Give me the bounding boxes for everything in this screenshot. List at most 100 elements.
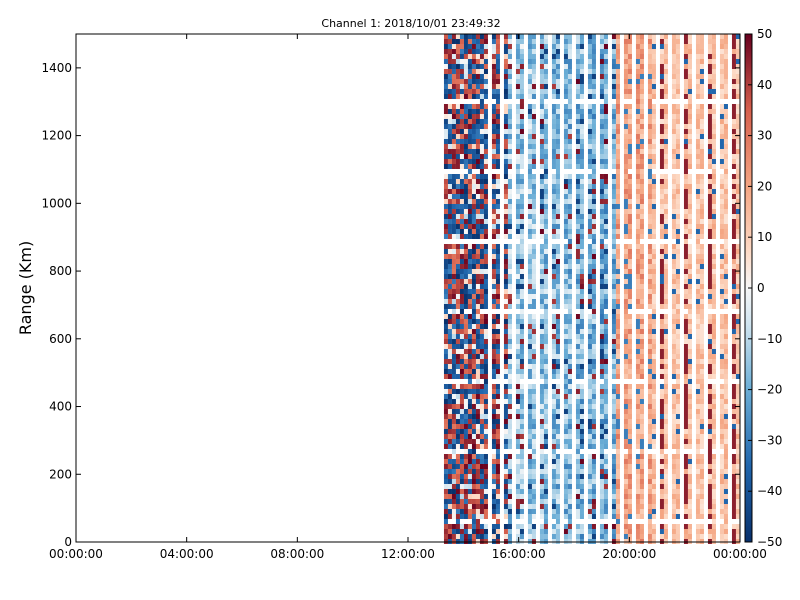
heatmap-cell bbox=[531, 84, 536, 89]
heatmap-cell bbox=[687, 229, 692, 234]
heatmap-cell bbox=[447, 104, 452, 109]
heatmap-cell bbox=[455, 179, 460, 184]
heatmap-cell bbox=[623, 259, 628, 264]
heatmap-cell bbox=[731, 79, 736, 84]
heatmap-cell bbox=[711, 234, 716, 239]
heatmap-cell bbox=[687, 469, 692, 474]
heatmap-cell bbox=[591, 104, 596, 109]
heatmap-cell bbox=[495, 79, 500, 84]
heatmap-cell bbox=[659, 109, 664, 114]
heatmap-cell bbox=[519, 179, 524, 184]
heatmap-cell bbox=[731, 94, 736, 99]
heatmap-cell bbox=[675, 59, 680, 64]
heatmap-cell bbox=[443, 199, 448, 204]
heatmap-cell bbox=[675, 164, 680, 169]
heatmap-cell bbox=[479, 529, 484, 534]
heatmap-cell bbox=[687, 199, 692, 204]
heatmap-cell bbox=[463, 119, 468, 124]
heatmap-cell bbox=[447, 314, 452, 319]
heatmap-cell bbox=[471, 84, 476, 89]
heatmap-cell bbox=[543, 479, 548, 484]
heatmap-cell bbox=[695, 259, 700, 264]
heatmap-cell bbox=[623, 344, 628, 349]
heatmap-cell bbox=[659, 329, 664, 334]
heatmap-cell bbox=[707, 464, 712, 469]
heatmap-cell bbox=[723, 369, 728, 374]
heatmap-cell bbox=[599, 394, 604, 399]
heatmap-cell bbox=[611, 339, 616, 344]
heatmap-cell bbox=[491, 329, 496, 334]
heatmap-cell bbox=[695, 274, 700, 279]
heatmap-cell bbox=[567, 529, 572, 534]
heatmap-cell bbox=[707, 529, 712, 534]
heatmap-cell bbox=[507, 314, 512, 319]
heatmap-cell bbox=[615, 179, 620, 184]
heatmap-cell bbox=[731, 204, 736, 209]
heatmap-cell bbox=[599, 409, 604, 414]
heatmap-cell bbox=[599, 224, 604, 229]
heatmap-cell bbox=[591, 369, 596, 374]
heatmap-cell bbox=[551, 254, 556, 259]
heatmap-cell bbox=[647, 324, 652, 329]
heatmap-cell bbox=[543, 224, 548, 229]
heatmap-cell bbox=[675, 314, 680, 319]
heatmap-cell bbox=[695, 309, 700, 314]
heatmap-cell bbox=[611, 344, 616, 349]
heatmap-cell bbox=[603, 419, 608, 424]
heatmap-cell bbox=[539, 189, 544, 194]
heatmap-cell bbox=[591, 409, 596, 414]
heatmap-cell bbox=[611, 129, 616, 134]
heatmap-cell bbox=[611, 439, 616, 444]
heatmap-cell bbox=[695, 379, 700, 384]
heatmap-cell bbox=[723, 144, 728, 149]
heatmap-cell bbox=[471, 194, 476, 199]
heatmap-cell bbox=[615, 44, 620, 49]
heatmap-cell bbox=[459, 474, 464, 479]
heatmap-cell bbox=[563, 399, 568, 404]
heatmap-cell bbox=[491, 494, 496, 499]
heatmap-cell bbox=[719, 84, 724, 89]
heatmap-cell bbox=[455, 324, 460, 329]
heatmap-cell bbox=[447, 439, 452, 444]
heatmap-cell bbox=[495, 109, 500, 114]
heatmap-cell bbox=[519, 484, 524, 489]
heatmap-cell bbox=[615, 534, 620, 539]
heatmap-cell bbox=[459, 249, 464, 254]
heatmap-cell bbox=[587, 334, 592, 339]
heatmap-cell bbox=[639, 299, 644, 304]
heatmap-cell bbox=[671, 389, 676, 394]
heatmap-cell bbox=[515, 44, 520, 49]
heatmap-cell bbox=[615, 454, 620, 459]
heatmap-cell bbox=[539, 264, 544, 269]
heatmap-cell bbox=[683, 434, 688, 439]
heatmap-cell bbox=[475, 149, 480, 154]
heatmap-cell bbox=[635, 84, 640, 89]
heatmap-cell bbox=[675, 104, 680, 109]
heatmap-cell bbox=[591, 49, 596, 54]
heatmap-cell bbox=[591, 39, 596, 44]
heatmap-cell bbox=[647, 184, 652, 189]
heatmap-cell bbox=[587, 314, 592, 319]
heatmap-cell bbox=[507, 69, 512, 74]
heatmap-cell bbox=[475, 264, 480, 269]
heatmap-cell bbox=[707, 194, 712, 199]
heatmap-cell bbox=[695, 254, 700, 259]
heatmap-cell bbox=[711, 269, 716, 274]
heatmap-cell bbox=[675, 304, 680, 309]
heatmap-cell bbox=[683, 159, 688, 164]
heatmap-cell bbox=[515, 119, 520, 124]
heatmap-cell bbox=[711, 404, 716, 409]
heatmap-cell bbox=[651, 39, 656, 44]
heatmap-cell bbox=[479, 489, 484, 494]
heatmap-cell bbox=[539, 524, 544, 529]
heatmap-cell bbox=[707, 449, 712, 454]
heatmap-cell bbox=[687, 74, 692, 79]
heatmap-cell bbox=[555, 89, 560, 94]
heatmap-cell bbox=[495, 179, 500, 184]
heatmap-cell bbox=[467, 374, 472, 379]
heatmap-cell bbox=[639, 54, 644, 59]
heatmap-cell bbox=[555, 384, 560, 389]
heatmap-cell bbox=[707, 339, 712, 344]
heatmap-cell bbox=[647, 529, 652, 534]
heatmap-cell bbox=[603, 514, 608, 519]
